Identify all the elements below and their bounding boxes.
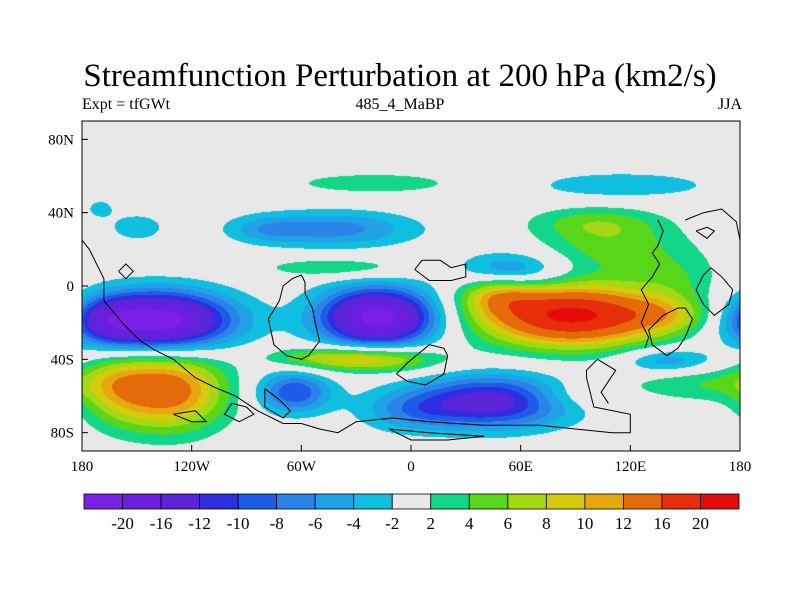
colorbar-label: 8	[542, 514, 551, 533]
colorbar-swatch	[700, 493, 740, 510]
plot-area	[81, 120, 741, 452]
coastline	[695, 267, 734, 316]
colorbar-label: -6	[308, 514, 322, 533]
colorbar-label: 20	[692, 514, 709, 533]
longitude-axis: 180 120W 60W 0 60E 120E 180	[71, 445, 752, 475]
colorbar-label: -2	[385, 514, 399, 533]
coastline	[118, 263, 134, 280]
coastline-layer	[81, 208, 741, 441]
y-tick-label: 0	[67, 279, 75, 295]
x-tick-label: 120W	[173, 459, 211, 475]
colorbar-swatch	[391, 493, 432, 510]
coastline	[264, 388, 292, 419]
colorbar: -20 -16 -12 -10 -8 -6 -4 -2 2 4 6 8 10 12 16 20	[83, 493, 740, 533]
season-label: JJA	[717, 96, 742, 113]
coastline	[414, 259, 467, 281]
colorbar-swatch	[199, 493, 239, 510]
map-title: Streamfunction Perturbation at 200 hPa (…	[83, 58, 717, 94]
colorbar-label: -10	[227, 514, 250, 533]
colorbar-swatch	[507, 493, 547, 510]
x-tick-label: 60W	[287, 459, 317, 475]
coastline	[267, 274, 321, 360]
coastline	[648, 307, 694, 357]
colorbar-label: 2	[427, 514, 436, 533]
colorbar-swatch	[353, 493, 393, 510]
coastline	[695, 226, 716, 239]
coastline	[223, 402, 255, 423]
colorbar-label: 10	[576, 514, 593, 533]
colorbar-swatch	[83, 493, 123, 510]
coastline	[640, 219, 664, 349]
coastline	[396, 344, 449, 386]
colorbar-label: -16	[150, 514, 173, 533]
colorbar-label: -12	[188, 514, 211, 533]
colorbar-swatch	[430, 493, 470, 510]
y-tick-label: 40S	[51, 352, 74, 368]
colorbar-label: 12	[615, 514, 632, 533]
x-tick-label: 180	[729, 459, 752, 475]
colorbar-swatch	[160, 493, 200, 510]
colorbar-swatch	[122, 493, 162, 510]
colorbar-swatch	[468, 493, 509, 510]
colorbar-swatch	[584, 493, 624, 510]
coastline	[173, 410, 208, 423]
colorbar-label: -8	[270, 514, 284, 533]
x-tick-label: 120E	[614, 459, 646, 475]
case-label: 485_4_MaBP	[355, 96, 445, 113]
coastline	[81, 239, 631, 434]
y-tick-label: 40N	[48, 206, 74, 222]
colorbar-label: 16	[653, 514, 670, 533]
colorbar-label: -20	[111, 514, 134, 533]
x-tick-label: 0	[407, 459, 415, 475]
y-tick-label: 80N	[48, 132, 74, 148]
coastline	[685, 208, 741, 241]
colorbar-swatch	[314, 493, 355, 510]
coastline	[388, 428, 485, 441]
latitude-axis: 80N 40N 0 40S 80S	[48, 132, 88, 442]
colorbar-label: -4	[347, 514, 362, 533]
y-tick-label: 80S	[51, 426, 74, 442]
contour-fill-layer	[82, 121, 740, 451]
x-tick-label: 180	[71, 459, 94, 475]
colorbar-swatch	[276, 493, 316, 510]
experiment-label: Expt = tfGWt	[82, 96, 171, 113]
colorbar-swatch	[661, 493, 701, 510]
x-tick-label: 60E	[509, 459, 533, 475]
colorbar-swatch	[237, 493, 278, 510]
colorbar-label: 6	[504, 514, 513, 533]
colorbar-swatch	[623, 493, 663, 510]
streamfunction-contour-raster	[82, 121, 740, 451]
colorbar-label: 4	[465, 514, 474, 533]
colorbar-swatch	[545, 493, 586, 510]
